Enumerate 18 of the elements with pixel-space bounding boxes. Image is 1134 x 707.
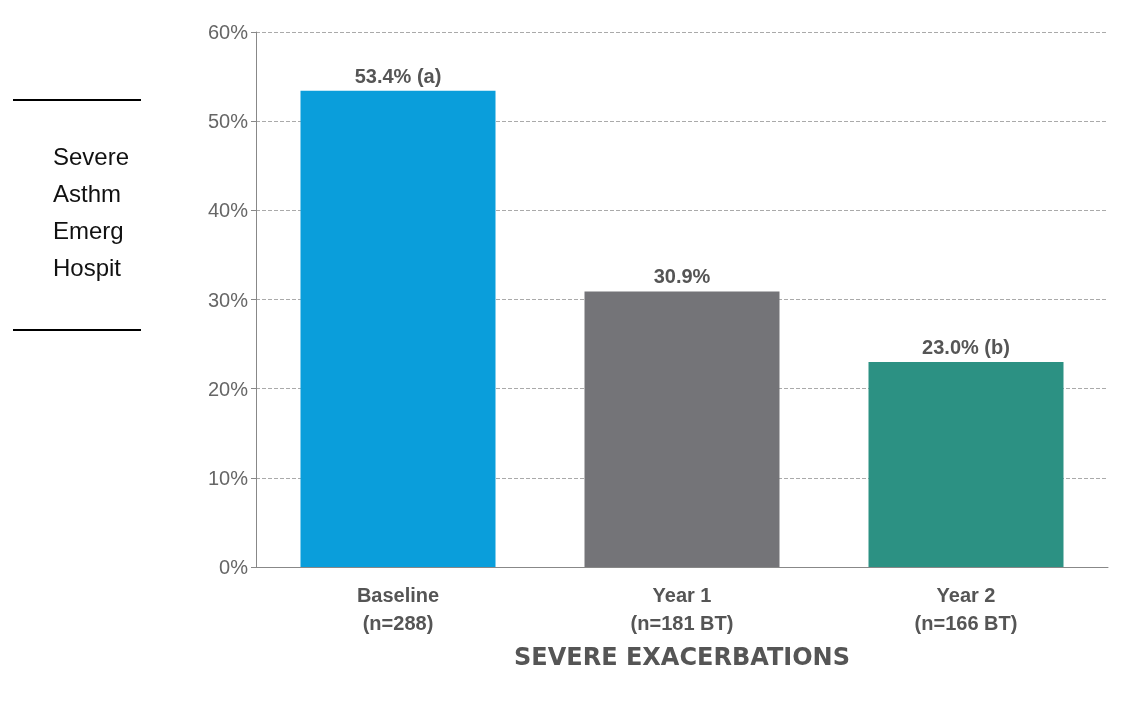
y-tick-label: 40% — [207, 199, 249, 222]
x-axis-title: SEVERE EXACERBATIONS — [514, 643, 850, 671]
x-tick-label: Year 1 (n=181 BT) — [630, 584, 734, 634]
y-tick-label: 0% — [219, 556, 249, 578]
bar — [584, 291, 780, 567]
bar — [868, 361, 1064, 567]
text: Severe Asthm Emerg Hospit — [53, 143, 130, 281]
y-tick-label: 20% — [207, 377, 249, 400]
y-tick-label: 60% — [207, 21, 249, 43]
data-label: 23.0% (b) — [922, 335, 1010, 358]
y-tick-label: 50% — [207, 110, 249, 133]
data-label: 30.9% — [653, 265, 711, 288]
y-tick-label: 10% — [207, 466, 249, 489]
x-tick-label: Year 2 (n=166 BT) — [914, 584, 1018, 634]
y-tick-label: 30% — [207, 288, 249, 311]
bar — [300, 90, 496, 567]
x-tick-label: Baseline (n=288) — [356, 584, 440, 634]
data-label: 53.4% (a) — [354, 64, 442, 87]
